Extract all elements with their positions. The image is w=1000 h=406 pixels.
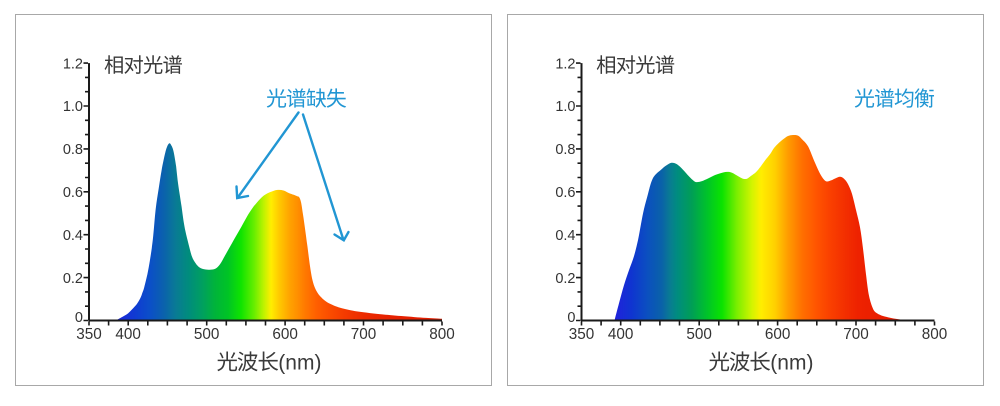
svg-text:500: 500 (194, 326, 220, 343)
svg-text:0.4: 0.4 (63, 228, 83, 244)
svg-text:0.8: 0.8 (555, 142, 575, 158)
svg-text:1.2: 1.2 (63, 56, 83, 72)
svg-text:1.0: 1.0 (555, 99, 575, 115)
svg-text:0: 0 (567, 310, 575, 326)
svg-text:600: 600 (765, 326, 791, 343)
svg-text:700: 700 (843, 326, 869, 343)
svg-text:350: 350 (569, 326, 595, 343)
svg-text:0.2: 0.2 (63, 271, 83, 287)
svg-text:(nm): (nm) (278, 352, 321, 375)
svg-text:0.2: 0.2 (555, 271, 575, 287)
svg-text:700: 700 (351, 326, 377, 343)
svg-text:400: 400 (115, 326, 141, 343)
svg-text:0.6: 0.6 (555, 185, 575, 201)
svg-text:350: 350 (76, 326, 102, 343)
svg-text:1.2: 1.2 (555, 56, 575, 72)
svg-text:400: 400 (608, 326, 634, 343)
svg-text:600: 600 (272, 326, 298, 343)
svg-text:800: 800 (922, 326, 948, 343)
svg-text:0.6: 0.6 (63, 185, 83, 201)
svg-text:1.0: 1.0 (63, 99, 83, 115)
svg-text:500: 500 (686, 326, 712, 343)
svg-text:800: 800 (429, 326, 455, 343)
svg-text:0: 0 (75, 310, 83, 326)
svg-text:0.4: 0.4 (555, 228, 575, 244)
svg-text:(nm): (nm) (770, 352, 813, 375)
svg-text:0.8: 0.8 (63, 142, 83, 158)
